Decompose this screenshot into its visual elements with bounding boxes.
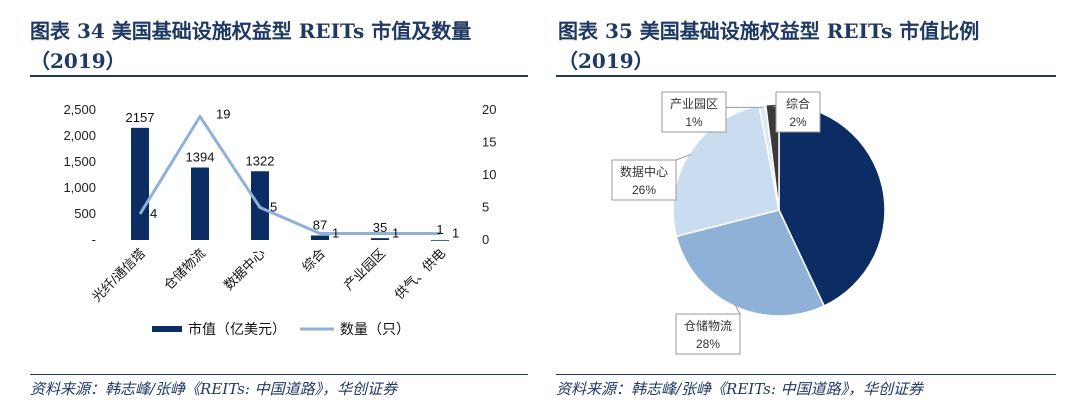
y-right-tick-label: 5 <box>482 200 489 215</box>
pie-slice-label: 仓储物流 <box>684 318 732 333</box>
pie-slice-label: 数据中心 <box>620 164 668 179</box>
y-left-tick-label: 2,500 <box>63 102 96 117</box>
line-data-label: 19 <box>216 107 230 122</box>
y-left-tick-label: - <box>92 232 96 247</box>
line-data-label: 5 <box>270 200 277 215</box>
bar-data-label: 87 <box>313 217 327 232</box>
legend-label-market-cap: 市值（亿美元） <box>188 321 286 337</box>
pie-slice-pct: 28% <box>696 337 720 351</box>
right-title-rule <box>556 75 1056 77</box>
pie-label-box <box>611 159 677 201</box>
right-source: 资料来源：韩志峰/张峥《REITs: 中国道路》，华创证券 <box>556 380 924 398</box>
pie-leader-line <box>675 153 692 161</box>
pie-slice-pct: 43% <box>908 195 932 209</box>
y-left-tick-label: 1,000 <box>63 180 96 195</box>
pie-slice-label: 产业园区 <box>670 97 718 111</box>
pie-slice-label: 综合 <box>786 96 810 111</box>
category-label: 产业园区 <box>341 246 388 293</box>
line-count-series <box>138 115 440 235</box>
y-right-tick-label: 20 <box>482 102 496 117</box>
bar-market-cap <box>131 127 149 240</box>
combo-chart: 2,5002,0001,5001,000500-2015105021571394… <box>63 102 496 337</box>
right-title-line2: （2019） <box>558 49 654 73</box>
left-title-line2: （2019） <box>30 49 126 73</box>
pie-chart: 光纤/通信塔 43% 仓储物流 28% 数据中心 26% 产业园区 1% 综合 2% <box>611 91 952 355</box>
pie-leader-line <box>734 303 741 315</box>
y-right-tick-label: 15 <box>482 135 496 150</box>
pie-label-box <box>775 91 821 133</box>
left-source: 资料来源：韩志峰/张峥《REITs: 中国道路》，华创证券 <box>30 380 398 398</box>
left-title-rule <box>30 75 528 77</box>
pie-slice-label: 光纤/通信塔 <box>888 177 951 191</box>
y-left-tick-label: 2,000 <box>63 128 96 143</box>
line-data-label: 1 <box>332 226 339 241</box>
right-chart-title: 图表 35 美国基础设施权益型 REITs 市值比例 （2019） <box>558 16 979 76</box>
category-label: 综合 <box>299 246 328 275</box>
pie-slice <box>672 104 780 238</box>
line-data-label: 1 <box>392 226 399 241</box>
pie-slice <box>675 209 826 317</box>
right-chart-panel: 图表 35 美国基础设施权益型 REITs 市值比例 （2019） 光纤/通信塔… <box>552 0 1080 412</box>
bar-data-label: 35 <box>373 220 387 235</box>
category-label: 数据中心 <box>221 246 268 293</box>
bar-market-cap <box>371 238 389 240</box>
pie-label-box <box>675 313 741 355</box>
bar-market-cap <box>311 235 329 240</box>
left-title-line1: 图表 34 美国基础设施权益型 REITs 市值及数量 <box>30 19 472 43</box>
y-right-tick-label: 10 <box>482 167 496 182</box>
right-source-rule <box>556 374 1056 375</box>
left-source-rule <box>30 374 528 375</box>
y-right-tick-label: 0 <box>482 232 489 247</box>
legend-swatch-market-cap <box>152 326 182 332</box>
right-title-line1: 图表 35 美国基础设施权益型 REITs 市值比例 <box>558 19 980 43</box>
line-data-label: 1 <box>452 226 459 241</box>
legend-label-count: 数量（只） <box>340 321 410 337</box>
left-chart-panel: 图表 34 美国基础设施权益型 REITs 市值及数量 （2019） 2,500… <box>0 0 530 412</box>
pie-slice-pct: 26% <box>632 183 656 197</box>
y-left-tick-label: 500 <box>74 206 96 221</box>
pie-slice-pct: 1% <box>685 115 703 129</box>
bar-market-cap <box>191 167 209 240</box>
category-label: 仓储物流 <box>161 246 208 293</box>
bar-data-label: 2157 <box>126 110 155 125</box>
left-chart-title: 图表 34 美国基础设施权益型 REITs 市值及数量 （2019） <box>30 16 471 76</box>
pie-slice-pct: 2% <box>789 115 807 129</box>
y-left-tick-label: 1,500 <box>63 154 96 169</box>
bar-data-label: 1 <box>436 222 443 237</box>
category-label: 光纤/通信塔 <box>89 246 148 305</box>
bar-market-cap <box>431 239 449 241</box>
bar-data-label: 1322 <box>246 153 275 168</box>
pie-label-box <box>661 91 727 133</box>
line-data-label: 4 <box>150 206 157 221</box>
bar-data-label: 1394 <box>186 150 215 165</box>
category-label: 供气、供电 <box>392 246 449 303</box>
